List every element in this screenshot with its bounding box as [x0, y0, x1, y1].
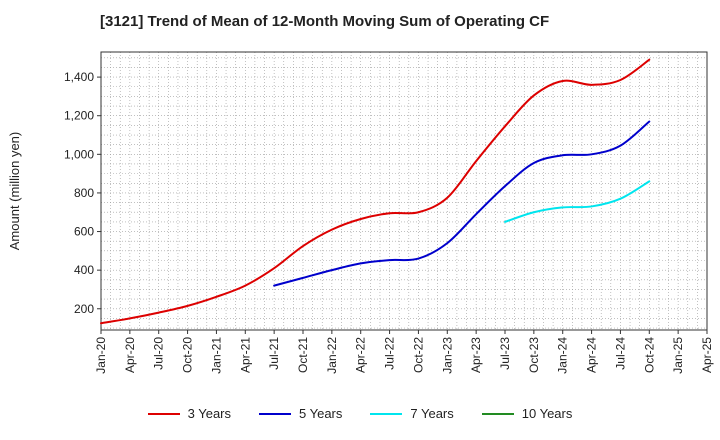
y-tick-label: 200	[74, 302, 94, 316]
x-tick-label: Oct-23	[527, 337, 541, 373]
y-tick-label: 1,200	[64, 109, 94, 123]
y-tick-label: 600	[74, 225, 94, 239]
x-tick-label: Jul-22	[383, 337, 397, 370]
series-layer	[100, 58, 651, 325]
x-tick-label: Apr-22	[354, 337, 368, 373]
legend-entry-7-years: 7 Years	[370, 406, 454, 421]
x-tick-label: Jul-23	[498, 337, 512, 370]
legend-swatch	[259, 412, 291, 415]
legend-entry-5-years: 5 Years	[259, 406, 342, 421]
legend-swatch	[481, 412, 514, 415]
x-tick-label: Jan-24	[556, 337, 570, 374]
x-tick-label: Apr-20	[123, 337, 137, 373]
x-tick-label: Jan-23	[440, 337, 454, 374]
x-tick-label: Oct-22	[411, 337, 425, 373]
x-tick-label: Oct-24	[642, 337, 656, 373]
legend-swatch	[370, 412, 403, 415]
legend-label: 3 Years	[187, 406, 231, 421]
y-axis-label: Amount (million yen)	[7, 132, 22, 251]
y-axis-ticks: 200 400 600 800 1,000 1,200 1,400	[64, 70, 101, 316]
x-tick-label: Jul-21	[267, 337, 281, 370]
chart-title: [3121] Trend of Mean of 12-Month Moving …	[100, 13, 550, 30]
legend-swatch	[147, 412, 180, 415]
x-tick-label: Apr-25	[700, 337, 714, 373]
x-tick-label: Jan-21	[209, 337, 223, 374]
x-tick-label: Oct-21	[296, 337, 310, 373]
x-axis-ticks: Jan-20 Apr-20 Jul-20 Oct-20 Jan-21 Apr-21 Jul-…	[94, 330, 714, 374]
x-tick-label: Oct-20	[181, 337, 195, 373]
legend: 3 Years 5 Years 7 Years 10 Years	[0, 406, 720, 421]
y-tick-label: 1,400	[64, 70, 94, 84]
legend-entry-10-years: 10 Years	[481, 406, 573, 421]
x-tick-label: Apr-23	[469, 337, 483, 373]
y-tick-label: 400	[74, 263, 94, 277]
series-line-7-years	[504, 180, 651, 223]
legend-label: 10 Years	[521, 406, 573, 421]
legend-label: 5 Years	[299, 406, 343, 421]
series-line-3-years	[100, 58, 651, 325]
y-tick-label: 800	[74, 186, 94, 200]
x-tick-label: Jul-24	[613, 337, 627, 370]
x-tick-label: Apr-21	[238, 337, 252, 373]
legend-label: 7 Years	[410, 406, 454, 421]
x-tick-label: Jul-20	[152, 337, 166, 370]
x-tick-label: Jan-22	[325, 337, 339, 374]
legend-entry-3-years: 3 Years	[147, 406, 231, 421]
x-tick-label: Jan-20	[94, 337, 108, 374]
series-line-5-years	[273, 120, 651, 287]
y-tick-label: 1,000	[64, 147, 94, 161]
x-tick-label: Apr-24	[585, 337, 599, 373]
x-tick-label: Jan-25	[671, 337, 685, 374]
plot-area-frame	[100, 51, 708, 331]
grid	[101, 52, 707, 330]
